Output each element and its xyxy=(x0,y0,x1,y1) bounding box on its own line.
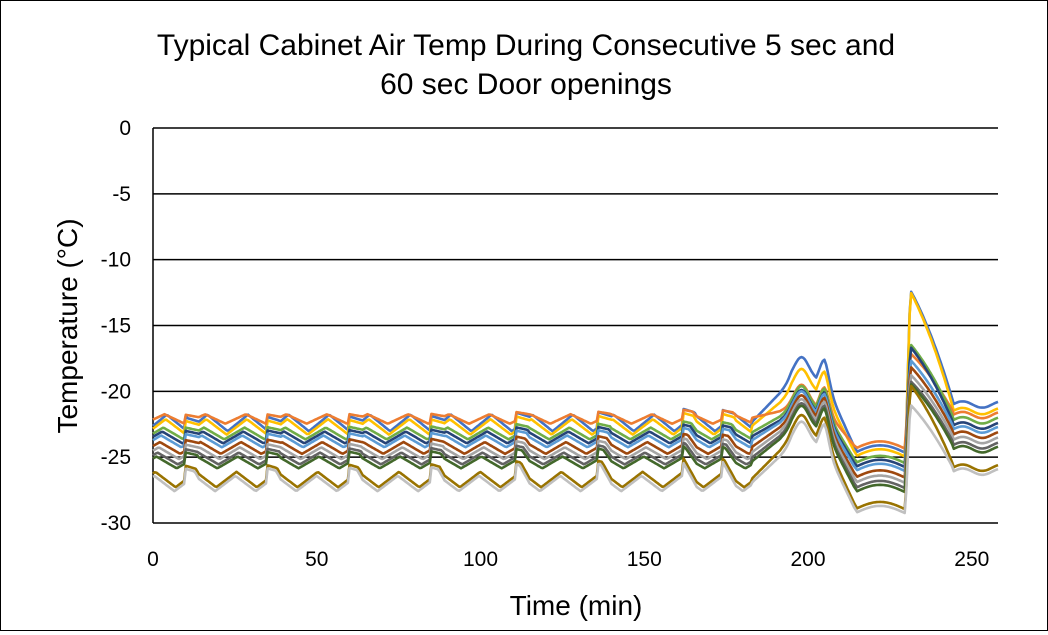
series-line-10 xyxy=(152,383,999,494)
y-tick-label: -25 xyxy=(101,446,131,469)
x-tick-label: 50 xyxy=(305,548,328,571)
x-tick-label: 150 xyxy=(627,548,662,571)
series-line-7 xyxy=(152,366,999,479)
y-tick-label: -15 xyxy=(101,315,131,338)
chart-title-line-1: Typical Cabinet Air Temp During Consecut… xyxy=(157,29,895,62)
series-line-9 xyxy=(152,380,999,490)
y-axis-label: Temperature (°C) xyxy=(52,218,83,433)
y-tick-label: -10 xyxy=(101,249,131,272)
series-line-11 xyxy=(152,384,999,511)
x-tick-labels: 0 50 100 150 200 250 xyxy=(147,548,989,571)
chart-title-line-2: 60 sec Door openings xyxy=(380,68,672,101)
y-tick-label: -5 xyxy=(112,183,131,206)
series-line-8 xyxy=(152,373,999,485)
y-tick-label: -20 xyxy=(101,380,131,403)
series-line-6 xyxy=(152,359,999,473)
gridlines xyxy=(152,127,998,524)
y-tick-label: -30 xyxy=(101,512,131,535)
x-axis-label: Time (min) xyxy=(510,590,643,621)
series-line-2 xyxy=(152,291,999,458)
x-tick-label: 100 xyxy=(463,548,498,571)
series-lines xyxy=(152,290,999,515)
series-line-3 xyxy=(152,352,999,450)
series-line-4 xyxy=(152,343,999,465)
y-tick-label: 0 xyxy=(119,117,131,140)
x-tick-label: 200 xyxy=(791,548,826,571)
y-tick-labels: 0 -5 -10 -15 -20 -25 -30 xyxy=(101,117,131,535)
series-line-12 xyxy=(152,404,999,515)
series-line-5 xyxy=(152,346,999,469)
x-tick-label: 250 xyxy=(954,548,989,571)
series-line-1 xyxy=(152,290,999,454)
x-tick-label: 0 xyxy=(147,548,159,571)
